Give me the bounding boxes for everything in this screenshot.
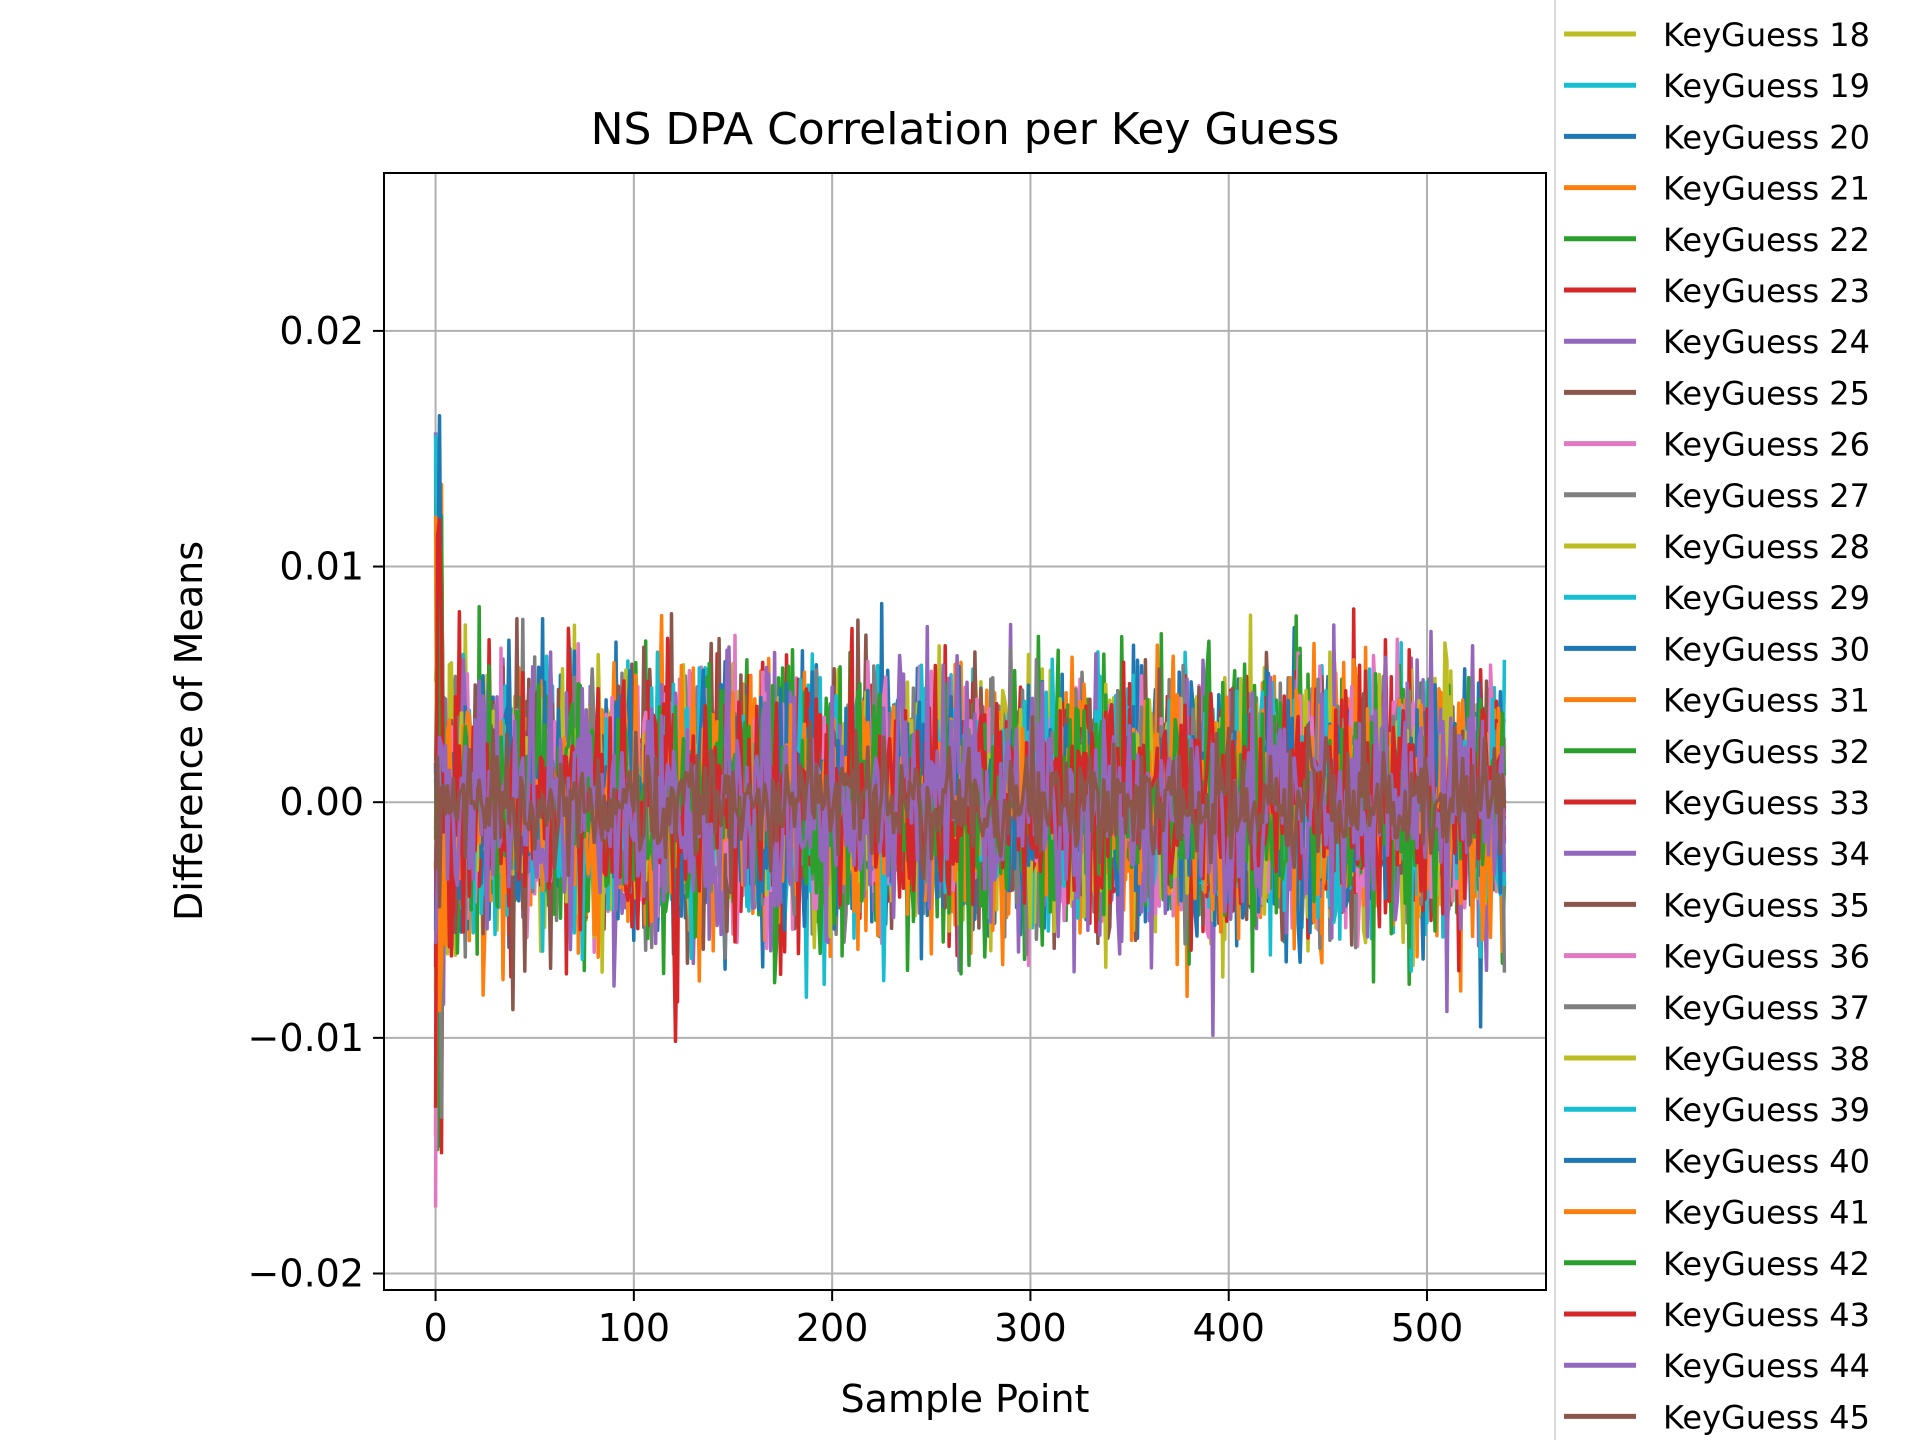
y-tick-label: −0.01 (248, 1016, 364, 1060)
legend-label: KeyGuess 23 (1663, 272, 1870, 310)
legend-label: KeyGuess 44 (1663, 1347, 1870, 1385)
legend-label: KeyGuess 32 (1663, 733, 1870, 771)
legend-label: KeyGuess 25 (1663, 374, 1870, 412)
series-lines (433, 413, 1507, 1208)
x-tick-label: 500 (1391, 1306, 1464, 1350)
y-axis-ticks: −0.02 −0.01 0.00 0.01 0.02 (248, 309, 384, 1296)
x-tick-label: 0 (423, 1306, 447, 1350)
y-axis-label: Difference of Means (167, 541, 211, 921)
legend-label: KeyGuess 38 (1663, 1040, 1870, 1078)
x-axis-ticks: 0 100 200 300 400 500 (423, 1290, 1463, 1350)
legend-label: KeyGuess 36 (1663, 938, 1870, 976)
x-tick-label: 200 (796, 1306, 869, 1350)
legend-label: KeyGuess 45 (1663, 1398, 1870, 1436)
series-line (433, 691, 1507, 909)
plot-area (433, 413, 1507, 1208)
x-tick-label: 300 (994, 1306, 1067, 1350)
legend-label: KeyGuess 20 (1663, 118, 1870, 156)
chart-title: NS DPA Correlation per Key Guess (591, 104, 1340, 155)
y-tick-label: 0.02 (279, 309, 364, 353)
legend-label: KeyGuess 43 (1663, 1296, 1870, 1334)
legend-label: KeyGuess 41 (1663, 1194, 1870, 1232)
x-axis-label: Sample Point (841, 1377, 1090, 1421)
legend-label: KeyGuess 37 (1663, 989, 1870, 1027)
legend-label: KeyGuess 33 (1663, 784, 1870, 822)
x-tick-label: 400 (1192, 1306, 1265, 1350)
legend-label: KeyGuess 26 (1663, 426, 1870, 464)
y-tick-label: 0.00 (279, 780, 364, 824)
legend-label: KeyGuess 34 (1663, 835, 1870, 873)
legend-label: KeyGuess 22 (1663, 221, 1870, 259)
legend-label: KeyGuess 24 (1663, 323, 1870, 361)
x-tick-label: 100 (598, 1306, 671, 1350)
legend-label: KeyGuess 30 (1663, 630, 1870, 668)
y-tick-label: −0.02 (248, 1252, 364, 1296)
plot-frame (383, 172, 1547, 1291)
legend-label: KeyGuess 28 (1663, 528, 1870, 566)
legend-label: KeyGuess 31 (1663, 682, 1870, 720)
legend-label: KeyGuess 29 (1663, 579, 1870, 617)
y-tick-label: 0.01 (279, 545, 364, 589)
legend-label: KeyGuess 39 (1663, 1091, 1870, 1129)
legend-label: KeyGuess 40 (1663, 1142, 1870, 1180)
legend-label: KeyGuess 19 (1663, 67, 1870, 105)
legend-label: KeyGuess 35 (1663, 886, 1870, 924)
legend-label: KeyGuess 21 (1663, 170, 1870, 208)
legend-label: KeyGuess 27 (1663, 477, 1870, 515)
legend-label: KeyGuess 18 (1663, 16, 1870, 54)
legend: KeyGuess 18 KeyGuess 19 KeyGuess 20 KeyGues… (1554, 0, 1870, 1440)
legend-label: KeyGuess 42 (1663, 1245, 1870, 1283)
